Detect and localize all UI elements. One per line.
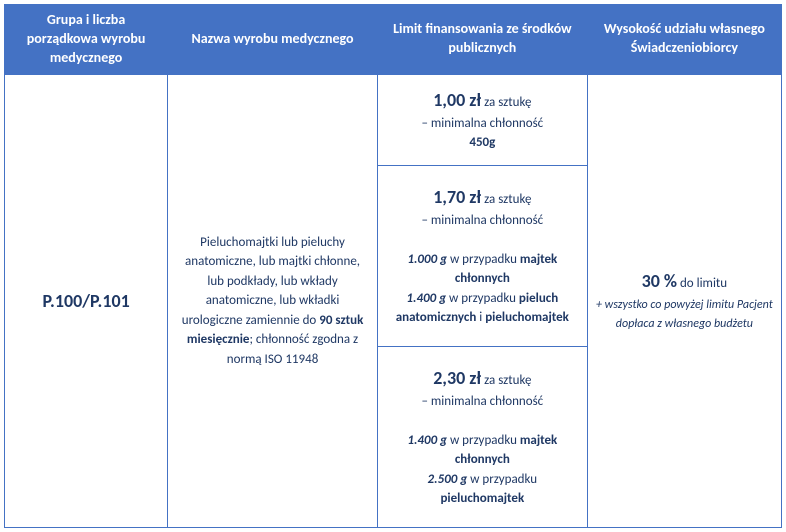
header-col4: Wysokość udziału własnego Świadczeniobio… bbox=[587, 5, 781, 75]
d3b-t: w przypadku bbox=[467, 472, 537, 487]
desc-cell: Pieluchomajtki lub pieluchy anatomiczne,… bbox=[168, 74, 378, 527]
per-3: za sztukę bbox=[481, 373, 531, 388]
sub-2: – minimalna chłonność bbox=[421, 213, 543, 228]
limit-block-2: 1,70 zł za sztukę – minimalna chłonność … bbox=[386, 184, 579, 328]
per-2: za sztukę bbox=[481, 192, 531, 207]
d2b-b2: pieluchomajtek bbox=[485, 310, 569, 325]
per-1: za sztukę bbox=[481, 95, 531, 110]
header-col2: Nazwa wyrobu medycznego bbox=[168, 5, 378, 75]
limit-cell-2: 1,70 zł za sztukę – minimalna chłonność … bbox=[377, 165, 587, 346]
d2a: 1.000 g bbox=[407, 252, 447, 267]
share-block: 30 % do limitu + wszystko co powyżej lim… bbox=[596, 268, 773, 334]
price-3: 2,30 zł bbox=[433, 367, 481, 389]
share-pct: 30 % bbox=[642, 270, 677, 292]
limit-cell-3: 2,30 zł za sztukę – minimalna chłonność … bbox=[377, 346, 587, 527]
desc-text: Pieluchomajtki lub pieluchy anatomiczne,… bbox=[176, 233, 369, 370]
share-sub: + wszystko co powyżej limitu Pacjent dop… bbox=[596, 298, 773, 332]
product-code: P.100/P.101 bbox=[42, 290, 129, 312]
header-col3: Limit finansowania ze środków publicznyc… bbox=[377, 5, 587, 75]
d3a: 1.400 g bbox=[407, 433, 447, 448]
price-2: 1,70 zł bbox=[433, 186, 481, 208]
absorb-1: 450g bbox=[469, 135, 495, 150]
header-col1: Grupa i liczba porządkowa wyrobu medyczn… bbox=[5, 5, 168, 75]
d2b-and: i bbox=[476, 310, 485, 325]
table-row: P.100/P.101 Pieluchomajtki lub pieluchy … bbox=[5, 74, 782, 165]
d2a-t: w przypadku bbox=[447, 252, 520, 267]
limit-block-1: 1,00 zł za sztukę – minimalna chłonność … bbox=[386, 87, 579, 153]
price-1: 1,00 zł bbox=[433, 89, 481, 111]
limit-block-3: 2,30 zł za sztukę – minimalna chłonność … bbox=[386, 365, 579, 509]
limit-cell-1: 1,00 zł za sztukę – minimalna chłonność … bbox=[377, 74, 587, 165]
d3a-t: w przypadku bbox=[447, 433, 520, 448]
sub-1: – minimalna chłonność bbox=[421, 116, 543, 131]
d3b-b: pieluchomajtek bbox=[440, 491, 524, 506]
share-txt: do limitu bbox=[677, 276, 727, 291]
limits-table: Grupa i liczba porządkowa wyrobu medyczn… bbox=[4, 4, 782, 528]
header-row: Grupa i liczba porządkowa wyrobu medyczn… bbox=[5, 5, 782, 75]
d3b: 2.500 g bbox=[428, 472, 468, 487]
d2b: 1.400 g bbox=[406, 291, 446, 306]
d2b-t: w przypadku bbox=[446, 291, 519, 306]
share-cell: 30 % do limitu + wszystko co powyżej lim… bbox=[587, 74, 781, 527]
code-cell: P.100/P.101 bbox=[5, 74, 168, 527]
sub-3: – minimalna chłonność bbox=[421, 394, 543, 409]
